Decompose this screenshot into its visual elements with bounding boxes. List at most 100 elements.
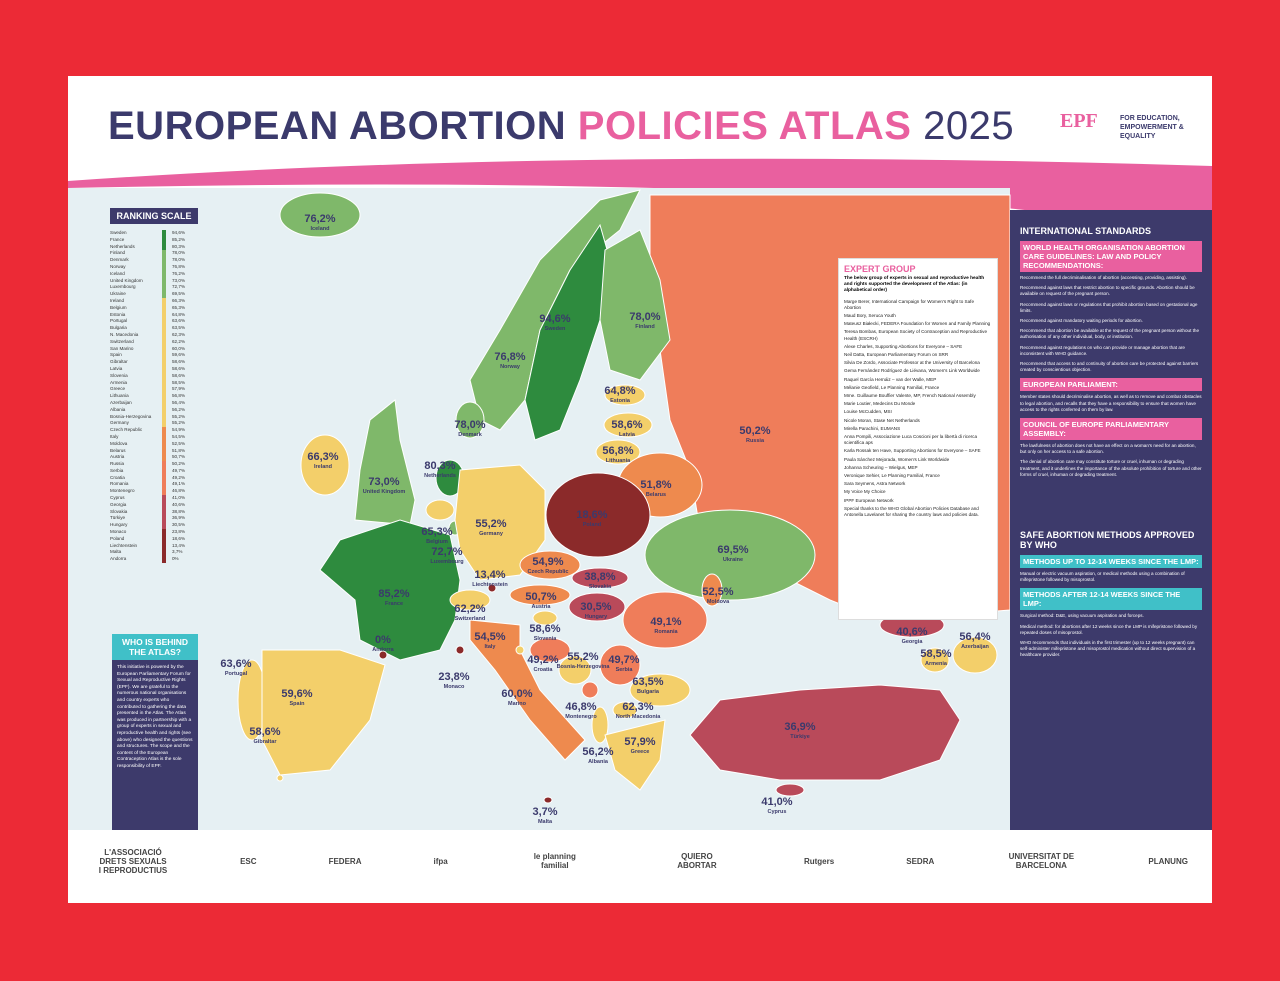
expert-member: Mateusz Białecki, FEDERA Foundation for …	[844, 321, 991, 327]
ranking-name: Bosnia-Herzegovina	[110, 413, 152, 419]
country-name: Ukraine	[723, 557, 743, 563]
ranking-name: Liechtenstein	[110, 542, 138, 548]
country	[519, 550, 581, 580]
ranking-name: Andorra	[110, 556, 127, 562]
country	[529, 637, 571, 663]
expert-member: Mme. Guillaume Bouffier Valente, MP, Fre…	[844, 393, 976, 399]
ranking-name: Ukraine	[110, 291, 126, 297]
ranking-color	[162, 508, 166, 516]
ranking-name: Portugal	[110, 318, 128, 324]
ranking-score: 62,3%	[172, 331, 186, 337]
ranking-score: 56,4%	[172, 399, 186, 405]
ranking-color	[162, 270, 166, 278]
ranking-name: Lithuania	[110, 393, 129, 399]
ranking-color	[162, 359, 166, 366]
ranking-row: Serbia 49,7%	[110, 467, 198, 475]
ranking-score: 18,6%	[172, 535, 186, 541]
ranking-score: 85,2%	[172, 236, 186, 242]
ranking-row: Slovakia 38,8%	[110, 508, 198, 516]
ranking-name: Serbia	[110, 467, 124, 473]
ranking-name: Belgium	[110, 304, 127, 310]
country-name: Croatia	[534, 667, 554, 673]
country-score: 18,6%	[576, 509, 607, 521]
expert-member: Special thanks to the WHO Global Abortio…	[844, 505, 979, 518]
country-score: 69,5%	[717, 544, 748, 556]
ranking-color	[162, 399, 166, 407]
country	[469, 189, 641, 431]
ranking-color	[162, 365, 166, 373]
country	[629, 673, 691, 707]
ranking-color	[162, 501, 166, 509]
country-score: 80,3%	[424, 460, 455, 472]
country-score: 40,6%	[896, 626, 927, 638]
ranking-row: Spain 59,6%	[110, 352, 198, 360]
expert-member: Neil Datta, European Parliamentary Forum…	[844, 352, 949, 358]
country-score: 52,5%	[702, 586, 733, 598]
ranking-color	[162, 243, 166, 251]
country-score: 85,2%	[378, 588, 409, 600]
ranking-color	[162, 236, 166, 244]
ranking-score: 58,6%	[172, 372, 186, 378]
ranking-name: Estonia	[110, 311, 126, 317]
country-name: Germany	[479, 531, 504, 537]
ranking-row: Albania 56,2%	[110, 406, 198, 414]
ranking-color	[162, 297, 166, 305]
ranking-color	[162, 515, 166, 523]
ranking-name: Moldova	[110, 440, 128, 446]
country	[449, 589, 491, 611]
ranking-score: 38,8%	[172, 508, 186, 514]
ranking-row: Armenia 58,5%	[110, 379, 198, 387]
panel-title: INTERNATIONAL STANDARDS	[1020, 226, 1151, 236]
ranking-score: 63,5%	[172, 325, 186, 331]
ranking-score: 49,7%	[172, 467, 186, 473]
country	[532, 610, 558, 626]
country-score: 78,0%	[454, 419, 485, 431]
country-name: Azerbaijan	[961, 644, 989, 650]
ranking-name: Finland	[110, 250, 126, 256]
country-score: 54,9%	[532, 556, 563, 568]
section-heading: METHODS AFTER 12-14 WEEKS SINCE THE LMP:	[1020, 588, 1202, 611]
title-swoosh	[68, 158, 1212, 236]
ranking-name: Gibraltar	[110, 359, 128, 365]
panel-title: SAFE ABORTION METHODS APPROVED BY WHO	[1020, 530, 1195, 551]
country	[701, 573, 723, 607]
ranking-score: 55,2%	[172, 420, 186, 426]
poster: 50,2% Russia 76,2% Iceland 76,8% Norway 94,6% S…	[68, 76, 1212, 903]
ranking-row: Hungary 30,5%	[110, 522, 198, 530]
title: EUROPEAN ABORTION POLICIES ATLAS 2025	[108, 104, 1014, 149]
country-name: Poland	[583, 522, 601, 528]
country-score: 64,8%	[604, 385, 635, 397]
ranking-score: 58,6%	[172, 365, 186, 371]
ranking-color	[162, 406, 166, 414]
ranking-name: Iceland	[110, 270, 125, 276]
country-name: United Kingdom	[363, 489, 406, 495]
ranking-row: Azerbaijan 56,4%	[110, 399, 198, 407]
ranking-row: San Marino 60,0%	[110, 345, 198, 353]
partner-logo: UNIVERSITAT DE BARCELONA	[1008, 852, 1075, 870]
ranking-score: 58,5%	[172, 379, 186, 385]
section-heading: METHODS UP TO 12-14 WEEKS SINCE THE LMP:	[1020, 555, 1202, 569]
title-a: EUROPEAN ABORTION	[108, 104, 567, 148]
country-score: 49,1%	[650, 616, 681, 628]
ranking-score: 54,5%	[172, 433, 186, 439]
country-score: 60,0%	[501, 688, 532, 700]
ranking-score: 72,7%	[172, 284, 186, 290]
ranking-score: 64,8%	[172, 311, 186, 317]
logo-text: FOR EDUCATION, EMPOWERMENT & EQUALITY	[1120, 115, 1184, 140]
country	[509, 584, 571, 606]
expert-intro: The below group of experts in sexual and…	[844, 276, 985, 294]
ranking-color	[162, 420, 166, 428]
country-name: Estonia	[610, 398, 631, 404]
section-item: Surgical method: D&E, using vacuum aspir…	[1020, 613, 1144, 619]
country	[354, 399, 416, 526]
country	[558, 655, 592, 685]
country-name: Moldova	[707, 599, 730, 605]
expert-member: Mélanie Geofield, Le Planning Familial, …	[844, 384, 940, 390]
country-name: Armenia	[925, 661, 948, 667]
country-score: 62,2%	[454, 603, 485, 615]
country-name: Netherlands	[424, 473, 456, 479]
ranking-row: Gibraltar 58,6%	[110, 359, 198, 366]
ranking-score: 41,0%	[172, 495, 186, 501]
ranking-color	[162, 522, 166, 530]
expert-member: Raquel García Hernáiz – van der Walle, M…	[844, 376, 937, 382]
